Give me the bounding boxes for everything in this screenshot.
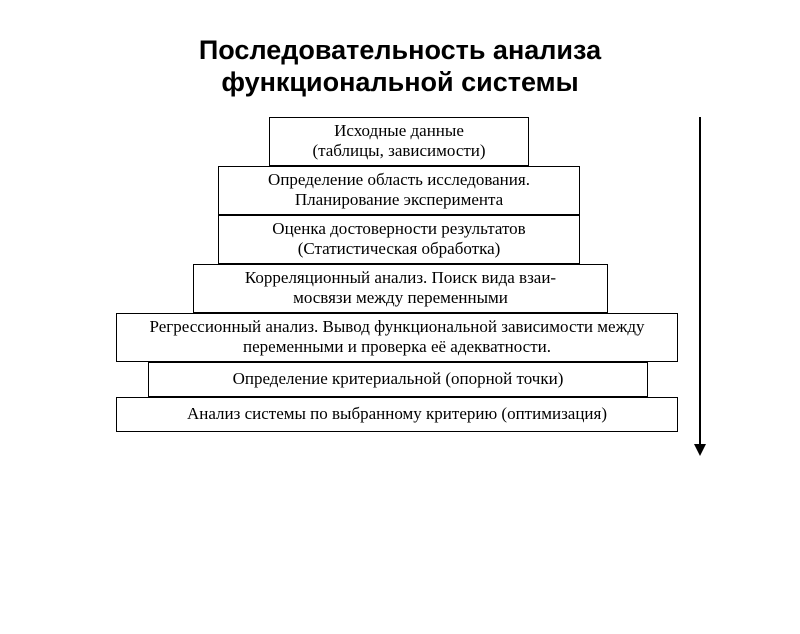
title-line-2: функциональной системы	[0, 66, 800, 98]
sequence-arrow-line	[699, 117, 701, 445]
step-box-4: Корреляционный анализ. Поиск вида взаи-м…	[193, 264, 608, 313]
step-text-line: переменными и проверка её адекватности.	[243, 337, 551, 357]
step-box-5: Регрессионный анализ. Вывод функциональн…	[116, 313, 678, 362]
step-text-line: (таблицы, зависимости)	[312, 141, 485, 161]
page-title: Последовательность анализа функционально…	[0, 34, 800, 99]
step-box-3: Оценка достоверности результатов(Статист…	[218, 215, 580, 264]
step-box-1: Исходные данные(таблицы, зависимости)	[269, 117, 529, 166]
step-text-line: Оценка достоверности результатов	[272, 219, 525, 239]
step-text-line: Планирование эксперимента	[295, 190, 503, 210]
step-text-line: Анализ системы по выбранному критерию (о…	[187, 404, 607, 424]
step-box-6: Определение критериальной (опорной точки…	[148, 362, 648, 397]
step-text-line: Определение критериальной (опорной точки…	[233, 369, 564, 389]
sequence-arrow-head-icon	[694, 444, 706, 456]
step-text-line: Определение область исследования.	[268, 170, 530, 190]
step-text-line: Исходные данные	[334, 121, 464, 141]
step-box-7: Анализ системы по выбранному критерию (о…	[116, 397, 678, 432]
title-line-1: Последовательность анализа	[0, 34, 800, 66]
step-text-line: (Статистическая обработка)	[298, 239, 501, 259]
step-box-2: Определение область исследования.Планиро…	[218, 166, 580, 215]
step-text-line: мосвязи между переменными	[293, 288, 508, 308]
analysis-sequence-diagram: Исходные данные(таблицы, зависимости)Опр…	[0, 117, 800, 452]
step-text-line: Регрессионный анализ. Вывод функциональн…	[150, 317, 645, 337]
step-text-line: Корреляционный анализ. Поиск вида взаи-	[245, 268, 556, 288]
